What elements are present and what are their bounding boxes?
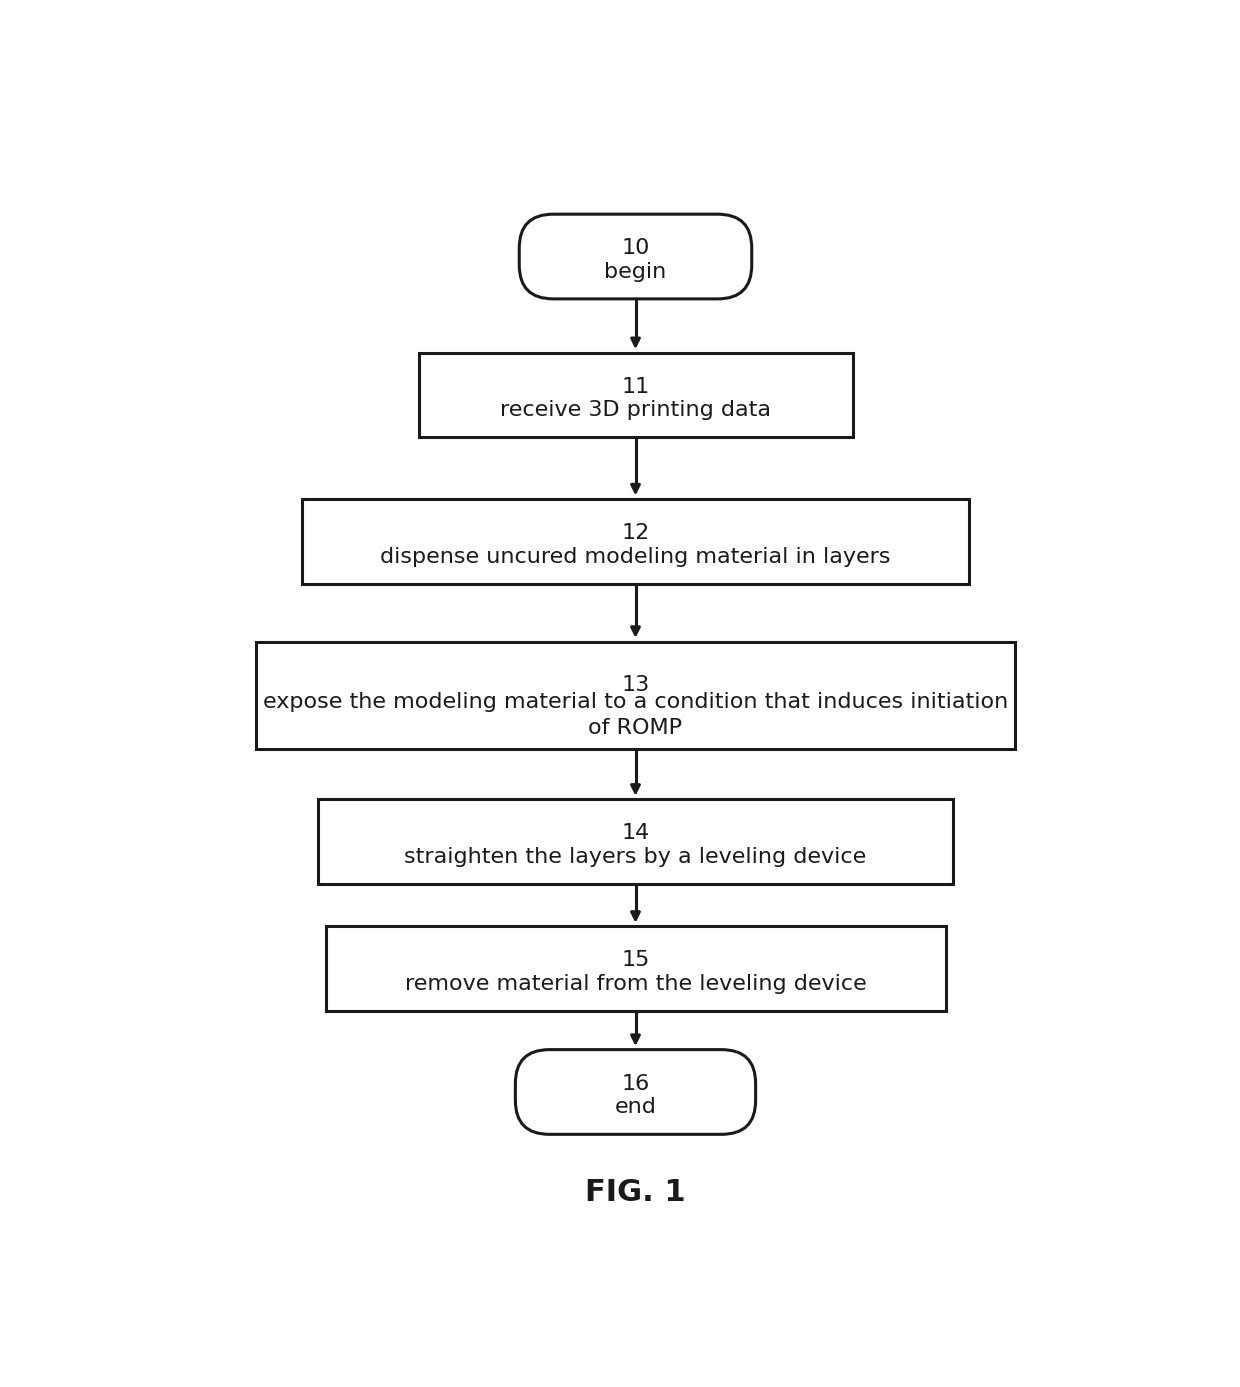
Bar (303, 499, 968, 584)
Text: 14: 14 (621, 824, 650, 843)
Text: 12: 12 (621, 523, 650, 542)
Text: 16: 16 (621, 1074, 650, 1093)
FancyBboxPatch shape (520, 214, 751, 298)
Text: FIG. 1: FIG. 1 (585, 1178, 686, 1207)
FancyBboxPatch shape (516, 1050, 755, 1135)
Text: receive 3D printing data: receive 3D printing data (500, 401, 771, 420)
Text: begin: begin (604, 262, 667, 282)
Bar (317, 799, 954, 884)
Bar (325, 927, 945, 1011)
Text: expose the modeling material to a condition that induces initiation
of ROMP: expose the modeling material to a condit… (263, 692, 1008, 738)
Text: end: end (615, 1097, 656, 1117)
Text: remove material from the leveling device: remove material from the leveling device (404, 974, 867, 994)
Text: 13: 13 (621, 674, 650, 695)
Text: 11: 11 (621, 377, 650, 397)
Text: dispense uncured modeling material in layers: dispense uncured modeling material in la… (381, 546, 890, 567)
Text: straighten the layers by a leveling device: straighten the layers by a leveling devi… (404, 847, 867, 867)
Text: 10: 10 (621, 239, 650, 258)
Bar (255, 642, 1016, 749)
Text: 15: 15 (621, 950, 650, 971)
Bar (419, 352, 853, 437)
